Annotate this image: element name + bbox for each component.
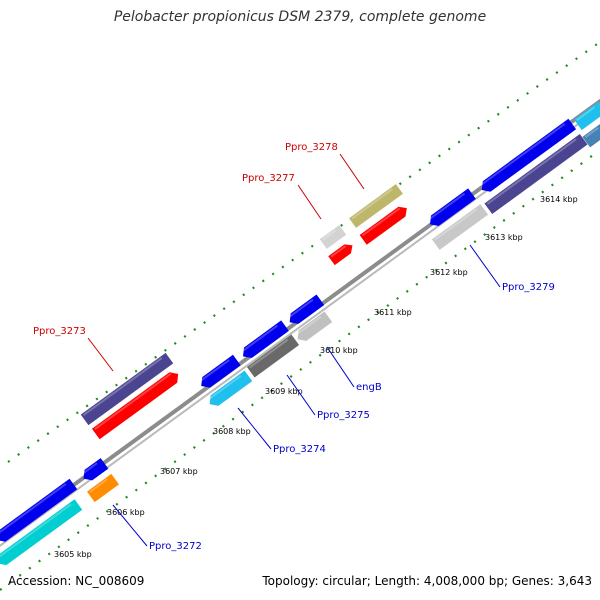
gene-labels: Ppro_3273 Ppro_3277 Ppro_3278 Ppro_3272 Ppro…: [33, 142, 555, 552]
kbp-tick-label: 3610 kbp: [320, 346, 358, 355]
kbp-tick-label: 3614 kbp: [540, 195, 578, 204]
gene-label[interactable]: engB: [356, 382, 382, 393]
gene-leader-line: [297, 184, 322, 220]
gene-label[interactable]: Ppro_3274: [273, 444, 326, 455]
kbp-tick-label: 3612 kbp: [430, 268, 468, 277]
gene-bar-3279-c: [480, 118, 577, 192]
gene-label[interactable]: Ppro_3273: [33, 326, 86, 337]
gene-leader-line: [112, 504, 148, 547]
gc-content-track: [0, 41, 600, 591]
gene-label[interactable]: Ppro_3272: [149, 541, 202, 552]
gene-bar-3277: [328, 244, 353, 266]
gene-leader-line: [237, 407, 272, 450]
gene-bar-3274-a: [199, 354, 241, 388]
gene-label[interactable]: Ppro_3278: [285, 142, 338, 153]
gene-label[interactable]: Ppro_3275: [317, 410, 370, 421]
kbp-tick-label: 3605 kbp: [54, 550, 92, 559]
kbp-tick-label: 3607 kbp: [160, 467, 198, 476]
kbp-tick-label: 3608 kbp: [213, 427, 251, 436]
gene-bar-engB-a: [288, 294, 325, 324]
gene-bar-3275-b: [246, 334, 300, 378]
gene-bar-3277-top: [319, 225, 347, 249]
gc-dots-outer: [7, 41, 600, 463]
gc-dots-inner: [0, 149, 600, 591]
gene-label[interactable]: Ppro_3277: [242, 173, 295, 184]
gene-bar-edge-a: [574, 101, 600, 131]
gene-bar-3278-top: [349, 184, 403, 228]
gene-bar-3272-d: [87, 473, 119, 503]
gene-bar-3272-b: [0, 499, 83, 566]
gene-bar-3273: [91, 372, 179, 440]
kbp-tick-label: 3606 kbp: [107, 508, 145, 517]
accession-text: Accession: NC_008609: [8, 574, 145, 588]
gene-label[interactable]: Ppro_3279: [502, 282, 555, 293]
gene-bar-3279-b: [431, 204, 489, 250]
gene-features: [0, 101, 600, 566]
gene-bar-3272-c: [81, 458, 109, 481]
gene-leader-line: [286, 374, 316, 416]
gene-bar-3274-b: [207, 370, 253, 406]
gene-bar-3279-d: [484, 133, 588, 215]
gene-leader-line: [87, 337, 114, 372]
gene-bar-edge-b: [582, 122, 600, 148]
gene-leader-line: [326, 346, 355, 388]
gene-bar-3275-a: [241, 320, 289, 359]
kbp-tick-label: 3613 kbp: [485, 233, 523, 242]
kbp-ticks: 3605 kbp 3606 kbp 3607 kbp 3608 kbp 3609 kbp…: [54, 195, 578, 559]
gene-bar-3278: [359, 206, 407, 245]
gene-bar-engB-b: [296, 311, 333, 341]
gene-leader-line: [339, 153, 365, 190]
topology-summary: Topology: circular; Length: 4,008,000 bp…: [262, 574, 592, 588]
gene-bar-3279-a: [428, 188, 476, 227]
gene-leader-line: [469, 244, 501, 288]
gene-bar-3273-top: [80, 352, 174, 426]
map-title: Pelobacter propionicus DSM 2379, complet…: [113, 9, 487, 25]
gene-bar-3272-a: [0, 478, 78, 542]
kbp-tick-label: 3611 kbp: [374, 308, 412, 317]
kbp-tick-label: 3609 kbp: [265, 387, 303, 396]
